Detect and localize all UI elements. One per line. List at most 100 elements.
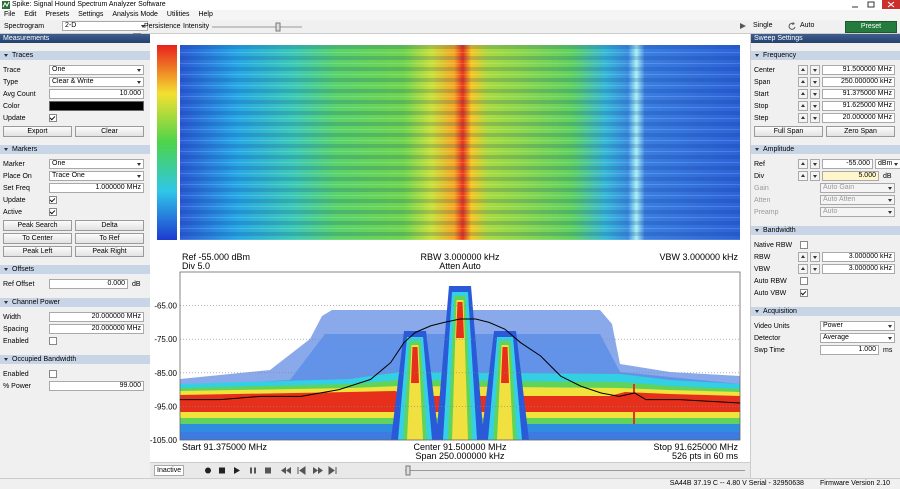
menu-item[interactable]: Presets <box>45 11 70 18</box>
spin-up[interactable] <box>798 65 808 75</box>
auto-button[interactable]: Auto <box>785 21 835 31</box>
menu-item[interactable]: Settings <box>78 11 104 18</box>
select-box[interactable]: Power <box>820 321 895 331</box>
section-header[interactable]: Occupied Bandwidth <box>0 355 150 364</box>
spin-up[interactable] <box>798 89 808 99</box>
spin-up[interactable] <box>798 159 808 169</box>
input-box[interactable]: 1.000 <box>820 345 879 355</box>
select-box[interactable]: Average <box>820 333 895 343</box>
setting-row: Auto RBW <box>751 275 900 287</box>
input-box[interactable]: 3.000000 kHz <box>822 252 895 262</box>
playback-controls[interactable] <box>202 465 342 476</box>
input-box[interactable]: 91.375000 MHz <box>822 89 895 99</box>
plot-frame <box>179 271 741 441</box>
spin-up[interactable] <box>798 171 808 181</box>
spin-down[interactable] <box>810 171 820 181</box>
input-box[interactable]: 91.625000 MHz <box>822 101 895 111</box>
setting-value: 3.000000 kHz <box>848 253 892 260</box>
spin-down[interactable] <box>810 101 820 111</box>
select-box[interactable]: Clear & Write <box>49 77 144 87</box>
button[interactable]: Peak Left <box>3 246 72 257</box>
checkbox[interactable] <box>49 196 57 204</box>
section-header[interactable]: Traces <box>0 51 150 60</box>
select-box[interactable]: One <box>49 159 144 169</box>
spin-up[interactable] <box>798 113 808 123</box>
unit-select[interactable]: dBm <box>875 159 900 169</box>
input-box[interactable]: 1.000000 MHz <box>49 183 144 193</box>
color-swatch[interactable] <box>49 101 144 111</box>
window-controls[interactable] <box>848 0 900 10</box>
menu-item[interactable]: File <box>4 11 16 18</box>
menu-item[interactable]: Utilities <box>166 11 190 18</box>
checkbox[interactable] <box>49 114 57 122</box>
spin-up[interactable] <box>798 77 808 87</box>
button[interactable]: Clear <box>75 126 144 137</box>
spin-down[interactable] <box>810 77 820 87</box>
checkbox[interactable] <box>800 289 808 297</box>
button[interactable]: Full Span <box>754 126 823 137</box>
setting-row: Detector Average <box>751 332 900 344</box>
select-box[interactable]: Auto Atten <box>820 195 895 205</box>
spin-down[interactable] <box>810 113 820 123</box>
section-header[interactable]: Markers <box>0 145 150 154</box>
spin-down[interactable] <box>810 159 820 169</box>
menu-item[interactable]: Help <box>198 11 213 18</box>
display-mode-select[interactable]: 2-D <box>62 21 148 31</box>
button[interactable]: Zero Span <box>826 126 895 137</box>
checkbox[interactable] <box>49 208 57 216</box>
spin-down[interactable] <box>810 252 820 262</box>
setting-label: Swp Time <box>754 346 785 354</box>
spin-down[interactable] <box>810 89 820 99</box>
menu-item[interactable]: Edit <box>24 11 37 18</box>
button[interactable]: Peak Right <box>75 246 144 257</box>
checkbox[interactable] <box>49 370 57 378</box>
input-box[interactable]: 3.000000 kHz <box>822 264 895 274</box>
select-box[interactable]: One <box>49 65 144 75</box>
section-header[interactable]: Amplitude <box>751 145 900 154</box>
spin-up[interactable] <box>798 252 808 262</box>
input-box[interactable]: 91.500000 MHz <box>822 65 895 75</box>
section-header[interactable]: Channel Power <box>0 298 150 307</box>
spin-down[interactable] <box>810 264 820 274</box>
playback-slider[interactable] <box>403 465 748 476</box>
single-button[interactable]: Single <box>735 21 783 31</box>
spin-down[interactable] <box>810 65 820 75</box>
spin-up[interactable] <box>798 101 808 111</box>
button[interactable]: To Ref <box>75 233 144 244</box>
section-header[interactable]: Bandwidth <box>751 226 900 235</box>
checkbox[interactable] <box>800 241 808 249</box>
setting-row: Atten Auto Atten <box>751 194 900 206</box>
select-box[interactable]: Auto <box>820 207 895 217</box>
section-header[interactable]: Offsets <box>0 265 150 274</box>
display-mode: 2-D <box>65 22 77 29</box>
menu-item[interactable]: Analysis Mode <box>112 11 158 18</box>
input-box[interactable]: 20.000000 MHz <box>49 324 144 334</box>
checkbox[interactable] <box>800 277 808 285</box>
sweep-settings-panel: Sweep Settings Frequency Center 91.500000 M… <box>750 34 900 478</box>
input-box[interactable]: -55.000 <box>822 159 873 169</box>
input-box[interactable]: 20.000000 MHz <box>822 113 895 123</box>
setting-row: Center 91.500000 MHz <box>751 64 900 76</box>
input-box[interactable]: 250.000000 kHz <box>822 77 895 87</box>
input-box[interactable]: 10.000 <box>49 89 144 99</box>
input-box[interactable]: 0.000 <box>49 279 128 289</box>
button[interactable]: To Center <box>3 233 72 244</box>
section-header[interactable]: Frequency <box>751 51 900 60</box>
input-box[interactable]: 20.000000 MHz <box>49 312 144 322</box>
button[interactable]: Export <box>3 126 72 137</box>
select-box[interactable]: Auto Gain <box>820 183 895 193</box>
preset-button[interactable]: Preset <box>845 21 897 33</box>
input-box[interactable]: 99.000 <box>49 381 144 391</box>
checkbox[interactable] <box>49 337 57 345</box>
unit-label: dB <box>883 172 892 180</box>
button[interactable]: Peak Search <box>3 220 72 231</box>
setting-row: Place On Trace One <box>0 170 150 182</box>
button[interactable]: Delta <box>75 220 144 231</box>
section-header[interactable]: Acquisition <box>751 307 900 316</box>
y-tick-label: -65.00 <box>154 302 177 311</box>
carrier-core <box>411 347 419 383</box>
input-box[interactable]: 5.000 <box>822 171 879 181</box>
select-box[interactable]: Trace One <box>49 171 144 181</box>
intensity-slider[interactable] <box>210 22 305 32</box>
spin-up[interactable] <box>798 264 808 274</box>
